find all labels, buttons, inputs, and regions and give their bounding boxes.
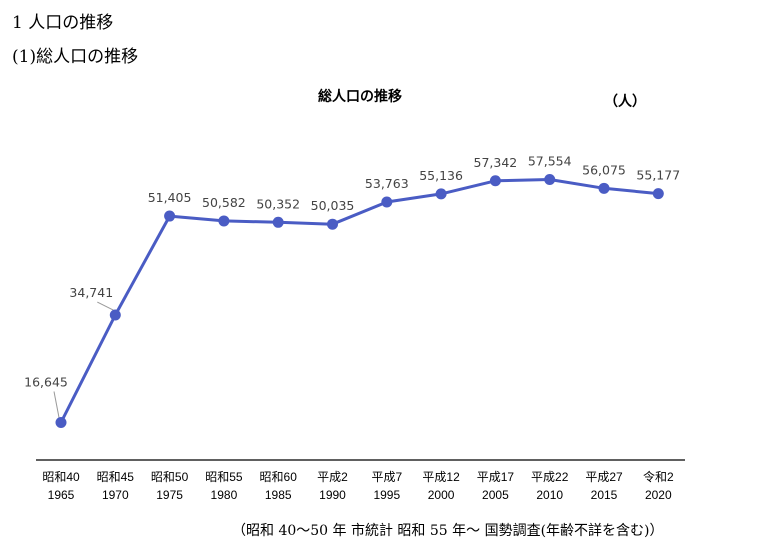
tick-label-year-2015: 2015	[591, 488, 618, 502]
data-label-2010: 57,554	[528, 154, 572, 169]
tick-label-era-1990: 平成2	[317, 470, 348, 484]
tick-label-year-1990: 1990	[319, 488, 346, 502]
tick-label-year-1975: 1975	[156, 488, 183, 502]
data-point-1965	[55, 417, 67, 429]
population-series-line	[59, 178, 659, 424]
leader-line-1965	[53, 391, 60, 418]
tick-label-year-2010: 2010	[536, 488, 563, 502]
tick-label-era-2015: 平成27	[585, 470, 623, 484]
data-label-2015: 56,075	[582, 162, 626, 177]
data-label-2000: 55,136	[419, 168, 463, 183]
unit-label: （人）	[604, 93, 646, 110]
data-label-1990: 50,035	[311, 198, 355, 213]
tick-label-year-1980: 1980	[211, 488, 238, 502]
leader-line-1970	[97, 301, 114, 311]
tick-label-era-1985: 昭和60	[260, 470, 298, 484]
data-point-2005	[489, 175, 501, 187]
tick-label-year-1965: 1965	[48, 488, 75, 502]
data-point-1975	[164, 210, 176, 222]
tick-label-era-1975: 昭和50	[151, 470, 189, 484]
data-point-1980	[218, 215, 230, 227]
data-point-1985	[272, 216, 284, 228]
data-label-1985: 50,352	[256, 196, 300, 211]
tick-label-year-1970: 1970	[102, 488, 129, 502]
tick-label-year-2000: 2000	[428, 488, 455, 502]
data-label-1965: 16,645	[24, 375, 68, 390]
data-label-1980: 50,582	[202, 195, 246, 210]
data-point-2000	[435, 188, 447, 200]
tick-label-year-1995: 1995	[373, 488, 400, 502]
data-point-2020	[652, 188, 664, 200]
data-label-1975: 51,405	[148, 190, 192, 205]
data-point-1995	[381, 196, 393, 208]
tick-label-era-1980: 昭和55	[205, 470, 243, 484]
subsection-heading: (1)総人口の推移	[12, 47, 139, 67]
data-point-2015	[598, 182, 610, 194]
tick-label-era-1970: 昭和45	[97, 470, 135, 484]
data-label-2020: 55,177	[636, 168, 680, 183]
tick-label-era-2000: 平成12	[422, 470, 460, 484]
tick-label-era-2005: 平成17	[477, 470, 515, 484]
tick-label-year-2005: 2005	[482, 488, 509, 502]
section-heading: 1 人口の推移	[12, 13, 114, 33]
tick-label-era-2010: 平成22	[531, 470, 569, 484]
tick-label-era-1965: 昭和40	[42, 470, 80, 484]
tick-label-era-1995: 平成7	[371, 470, 402, 484]
chart-title: 総人口の推移	[318, 88, 402, 105]
data-point-2010	[544, 174, 556, 186]
tick-label-year-2020: 2020	[645, 488, 672, 502]
data-label-2005: 57,342	[474, 155, 518, 170]
source-note: （昭和 40～50 年 市統計 昭和 55 年～ 国勢調査(年齢不詳を含む)）	[232, 523, 664, 539]
tick-label-year-1985: 1985	[265, 488, 292, 502]
data-label-1970: 34,741	[69, 285, 113, 300]
tick-label-era-2020: 令和2	[643, 469, 674, 484]
data-point-1970	[109, 309, 121, 321]
data-label-1995: 53,763	[365, 176, 409, 191]
data-point-1990	[327, 218, 338, 230]
